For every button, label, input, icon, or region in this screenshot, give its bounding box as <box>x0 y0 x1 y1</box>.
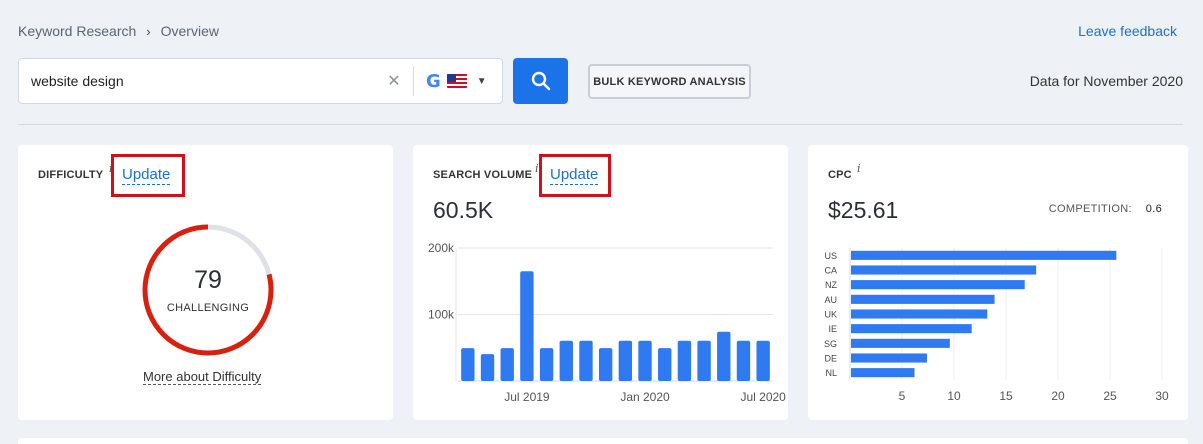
volume-bar <box>520 271 534 381</box>
gauge-fill <box>142 224 274 356</box>
difficulty-score: 79 <box>194 266 222 294</box>
cpc-bar <box>851 353 927 363</box>
cpc-bar <box>851 265 1037 275</box>
x-tick-label: Jul 2020 <box>740 390 786 404</box>
country-label: UK <box>824 310 837 320</box>
google-icon: G <box>426 70 441 92</box>
keyword-search-input[interactable] <box>19 59 379 103</box>
x-tick-label: 30 <box>1155 389 1169 403</box>
country-label: US <box>824 251 837 261</box>
breadcrumb: Keyword Research › Overview <box>18 23 219 39</box>
data-date: Data for November 2020 <box>1029 73 1183 89</box>
search-icon <box>531 71 550 91</box>
country-label: NL <box>825 368 837 378</box>
volume-bar <box>697 340 711 381</box>
volume-bar <box>717 331 731 381</box>
difficulty-title: DIFFICULTY <box>38 169 104 181</box>
search-button[interactable] <box>513 58 568 104</box>
volume-bar <box>736 340 751 381</box>
volume-bar <box>579 340 593 381</box>
us-flag-icon <box>446 74 467 88</box>
difficulty-update-link[interactable]: Update <box>122 166 171 185</box>
cpc-card: CPC i $25.61 COMPETITION: 0.6 5 10 15 20 25 30… <box>808 145 1188 420</box>
country-label: AU <box>824 295 837 305</box>
difficulty-ring <box>142 224 274 356</box>
cpc-bar <box>851 250 1117 260</box>
x-tick-label: 20 <box>1051 389 1065 403</box>
country-label: DE <box>824 354 837 364</box>
divider <box>413 66 414 96</box>
x-tick-label: Jul 2019 <box>504 390 550 404</box>
country-label: CA <box>824 266 837 276</box>
search-volume-card: SEARCH VOLUME i Update 60.5K 200k 100k Jul… <box>413 145 788 420</box>
volume-bar <box>658 348 672 381</box>
competition: COMPETITION: 0.6 <box>1049 203 1162 215</box>
info-icon[interactable]: i <box>109 162 113 175</box>
chevron-down-icon: ▼ <box>476 75 487 87</box>
volume-bar <box>480 354 495 381</box>
divider <box>18 124 1183 125</box>
country-label: IE <box>828 324 837 334</box>
x-tick-label: 25 <box>1103 389 1117 403</box>
difficulty-level: CHALLENGING <box>166 302 250 314</box>
y-tick-label: 100k <box>428 308 455 322</box>
volume-bar <box>638 340 652 381</box>
cpc-bar <box>851 338 950 348</box>
cpc-by-country-chart: 5 10 15 20 25 30 US CA NZ AU UK IE SG DE NL <box>824 248 1169 403</box>
search-volume-value: 60.5K <box>433 197 494 223</box>
cpc-value: $25.61 <box>828 197 899 223</box>
y-tick-label: 200k <box>428 241 455 255</box>
next-card <box>18 438 1188 444</box>
x-tick-label: 10 <box>947 389 961 403</box>
volume-bar <box>500 348 514 381</box>
cpc-bar <box>851 309 988 319</box>
search-volume-chart: 200k 100k Jul 2019 Jan 2020 Jul 2020 <box>428 241 786 404</box>
country-label: NZ <box>825 280 837 290</box>
info-icon[interactable]: i <box>535 162 539 175</box>
difficulty-gauge: 79 CHALLENGING <box>138 220 278 360</box>
volume-bar <box>559 340 573 381</box>
more-about-difficulty-link[interactable]: More about Difficulty <box>143 369 262 385</box>
competition-value: 0.6 <box>1145 203 1162 215</box>
competition-label: COMPETITION: <box>1048 203 1132 215</box>
volume-bar <box>756 340 770 381</box>
difficulty-card: DIFFICULTY i Update 79 CHALLENGING More … <box>18 145 393 420</box>
country-label: SG <box>824 339 837 349</box>
cpc-bar <box>851 280 1025 290</box>
info-icon[interactable]: i <box>857 162 861 175</box>
volume-bar <box>539 348 554 381</box>
x-tick-label: 15 <box>999 389 1013 403</box>
search-box: ✕ G ▼ <box>18 58 503 104</box>
database-selector[interactable]: G ▼ <box>418 71 487 92</box>
volume-bar <box>461 348 475 381</box>
leave-feedback-link[interactable]: Leave feedback <box>1078 23 1177 39</box>
search-volume-title: SEARCH VOLUME <box>433 169 533 181</box>
volume-bar <box>677 340 692 381</box>
breadcrumb-current: Overview <box>160 23 219 39</box>
bulk-keyword-analysis-button[interactable]: BULK KEYWORD ANALYSIS <box>588 64 751 99</box>
chevron-right-icon: › <box>146 23 151 39</box>
volume-bar <box>598 348 613 381</box>
cpc-bar <box>851 324 972 334</box>
search-volume-update-link[interactable]: Update <box>550 166 599 185</box>
x-tick-label: 5 <box>899 389 906 403</box>
clear-icon[interactable]: ✕ <box>387 73 401 90</box>
cpc-bar <box>851 368 915 378</box>
breadcrumb-root[interactable]: Keyword Research <box>18 23 137 39</box>
x-tick-label: Jan 2020 <box>620 390 670 404</box>
highlight-box <box>539 154 611 197</box>
cpc-title: CPC <box>828 169 852 181</box>
cpc-bar <box>851 294 995 304</box>
volume-bar <box>618 340 633 381</box>
highlight-box <box>111 154 185 197</box>
